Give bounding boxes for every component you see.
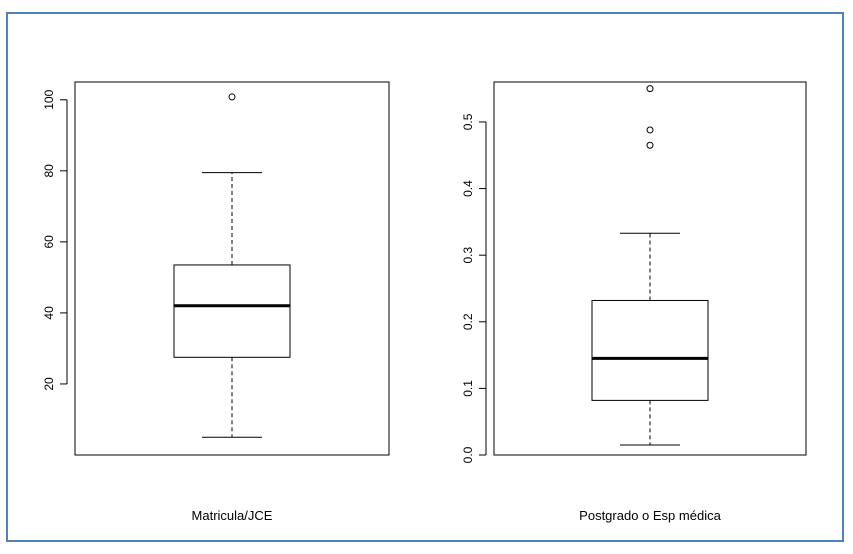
plot-area-1	[74, 81, 390, 456]
y-tick-label: 0.4	[461, 180, 475, 197]
figure-frame	[6, 12, 844, 542]
y-axis-2: 0.0 0.1 0.2 0.3 0.4 0.5	[461, 113, 487, 463]
panel-2: 0.0 0.1 0.2 0.3 0.4 0.5 Postgrado o Esp médic…	[461, 81, 807, 523]
y-tick-label: 60	[42, 235, 56, 249]
boxplot-1	[173, 93, 291, 438]
y-tick-label: 80	[42, 164, 56, 178]
y-tick-label: 20	[42, 377, 56, 391]
outlier-point	[646, 85, 654, 93]
outlier-point	[646, 126, 654, 134]
y-tick-label: 0.0	[461, 446, 475, 463]
y-tick-label: 0.5	[461, 113, 475, 130]
y-tick-label: 0.2	[461, 313, 475, 330]
y-axis-1: 20 40 60 80 100	[42, 89, 68, 391]
panel-1: 20 40 60 80 100 Matricula/JCE	[42, 81, 390, 523]
y-tick-label: 0.1	[461, 380, 475, 397]
x-axis-label-2: Postgrado o Esp médica	[579, 508, 721, 523]
iqr-box	[173, 264, 291, 358]
y-tick-label: 100	[42, 89, 56, 109]
plot-area-2	[493, 81, 807, 456]
outlier-point	[646, 141, 654, 149]
boxplot-2	[591, 85, 709, 446]
outlier-point	[228, 93, 236, 101]
y-tick-label: 40	[42, 306, 56, 320]
x-axis-label-1: Matricula/JCE	[192, 508, 273, 523]
iqr-box	[591, 299, 709, 401]
y-tick-label: 0.3	[461, 247, 475, 264]
